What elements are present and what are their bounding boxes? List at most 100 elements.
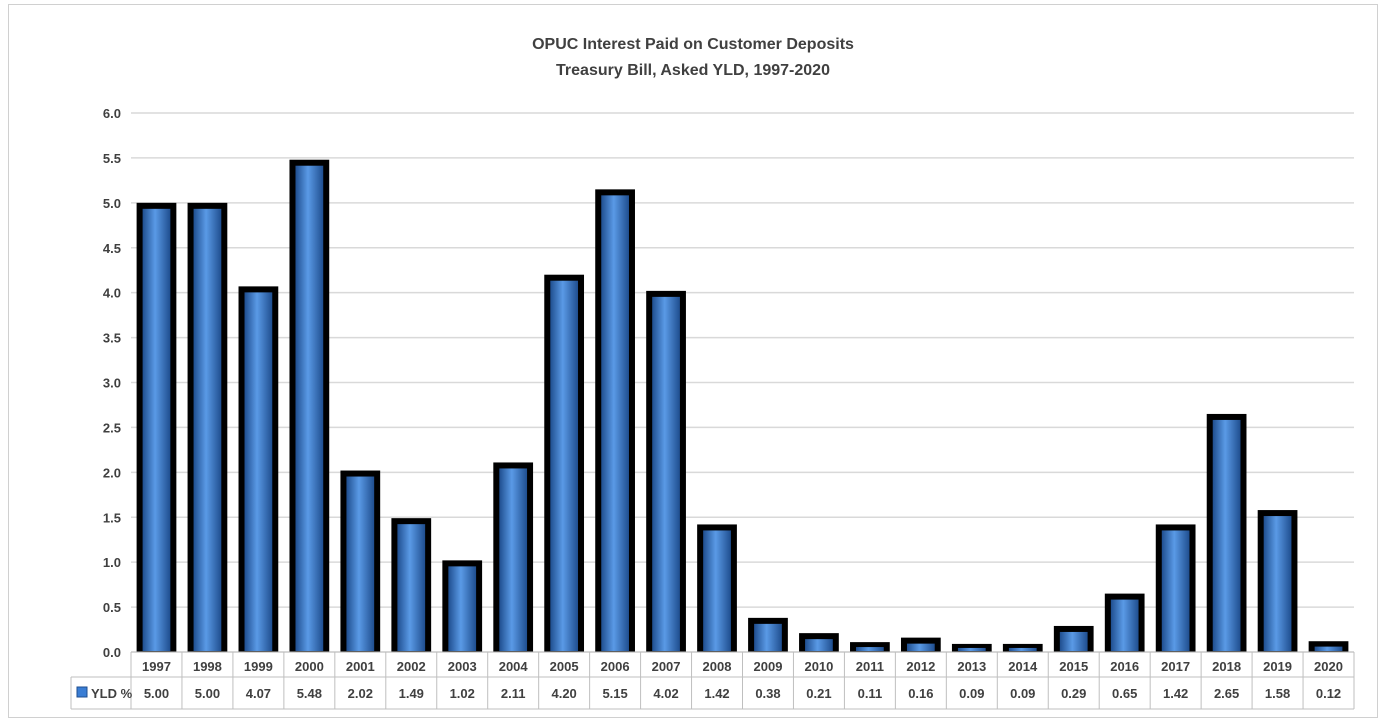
y-tick-label: 5.5 [103,151,121,166]
bar-fill [652,296,680,651]
bar-fill [1161,530,1190,651]
x-tick-label: 2014 [1008,659,1038,674]
bar-1997 [136,202,177,653]
y-tick-label: 4.0 [103,286,121,301]
x-tick-label: 2011 [856,659,884,674]
x-tick-label: 2000 [295,659,324,674]
bar-2014 [1002,643,1043,652]
y-tick-label: 5.0 [103,196,121,211]
bar-fill [1008,647,1037,651]
x-tick-label: 2013 [957,659,986,674]
data-label: 0.65 [1112,686,1137,701]
x-tick-label: 1998 [193,659,222,674]
bar-2018 [1206,413,1247,652]
y-tick-label: 1.5 [103,510,121,525]
data-label: 5.00 [144,686,169,701]
x-tick-label: 2003 [448,659,477,674]
y-tick-label: 2.0 [103,465,121,480]
bar-fill [754,623,782,651]
x-tick-label: 2006 [601,659,630,674]
chart-subtitle: Treasury Bill, Asked YLD, 1997-2020 [556,62,830,79]
data-label: 4.07 [246,686,271,701]
x-tick-label: 2008 [703,659,732,674]
x-tick-label: 2010 [804,659,833,674]
bar-fill [499,468,528,651]
bar-2002 [391,518,432,652]
bar-2015 [1053,625,1094,652]
data-label: 0.12 [1316,686,1341,701]
chart: OPUC Interest Paid on Customer Deposits … [70,36,1355,710]
x-tick-label: 2015 [1059,659,1088,674]
data-label: 0.29 [1061,686,1086,701]
x-tick-label: 2018 [1212,659,1241,674]
y-tick-label: 3.0 [103,376,121,391]
bar-fill [550,280,579,651]
bar-fill [1212,419,1241,651]
y-tick-label: 0.0 [103,645,121,660]
data-label: 4.02 [653,686,678,701]
y-tick-label: 4.5 [103,241,121,256]
data-label: 0.11 [858,686,883,701]
x-tick-label: 2017 [1161,659,1190,674]
bar-fill [856,647,884,651]
y-tick-label: 2.5 [103,420,121,435]
bar-2009 [748,617,788,652]
bar-2006 [595,189,635,652]
x-tick-label: 2019 [1263,659,1292,674]
bar-2005 [544,274,585,652]
bar-2007 [646,290,686,652]
bar-2011 [850,642,890,652]
bar-fill [244,292,273,651]
bar-fill [1110,599,1139,651]
data-label: 0.09 [959,686,984,701]
legend-key [76,686,88,698]
bar-2000 [289,159,330,653]
data-label: 5.15 [602,686,627,701]
y-tick-label: 3.5 [103,331,121,346]
bar-2004 [493,462,534,652]
x-tick-label: 2016 [1110,659,1139,674]
bar-fill [397,524,426,651]
bar-2020 [1308,641,1349,652]
bar-fill [1263,516,1292,651]
bar-2019 [1257,510,1298,652]
bar-1999 [238,286,279,652]
data-label: 4.20 [551,686,576,701]
data-table: 1997 5.00 1998 5.00 1999 4.07 2000 5.48 2001 2.02… [70,651,1355,710]
x-tick-label: 1997 [142,659,171,674]
bar-fill [193,208,222,652]
x-tick-label: 2002 [397,659,426,674]
y-tick-label: 1.0 [103,555,121,570]
bar-fill [1059,631,1088,651]
x-tick-label: 2020 [1314,659,1343,674]
chart-title: OPUC Interest Paid on Customer Deposits [532,36,854,53]
y-axis: 0.0 0.5 1.0 1.5 2.0 2.5 3.0 3.5 4.0 4.5 5.0 5.5 6.0 [103,106,121,660]
data-label: 0.09 [1010,686,1035,701]
data-label: 1.02 [450,686,475,701]
x-tick-label: 2004 [499,659,529,674]
data-label: 1.58 [1265,686,1290,701]
bar-2010 [799,633,839,652]
x-tick-label: 1999 [244,659,273,674]
data-label: 2.65 [1214,686,1239,701]
series-name: YLD % [91,686,133,701]
bar-fill [805,639,833,651]
bar-2003 [442,560,483,652]
x-tick-label: 2001 [346,659,375,674]
bar-2012 [900,637,941,652]
bar-fill [295,165,324,652]
y-tick-label: 6.0 [103,106,121,121]
x-tick-label: 2007 [652,659,681,674]
bar-fill [703,530,731,651]
x-tick-label: 2005 [550,659,579,674]
data-label: 2.11 [501,686,526,701]
bar-2008 [697,524,737,652]
gridlines [131,112,1354,653]
data-label: 1.42 [1163,686,1188,701]
data-label: 1.42 [704,686,729,701]
x-tick-label: 2009 [754,659,783,674]
bars [136,159,1349,653]
bar-fill [142,208,171,652]
data-label: 0.21 [806,686,831,701]
data-label: 5.00 [195,686,220,701]
